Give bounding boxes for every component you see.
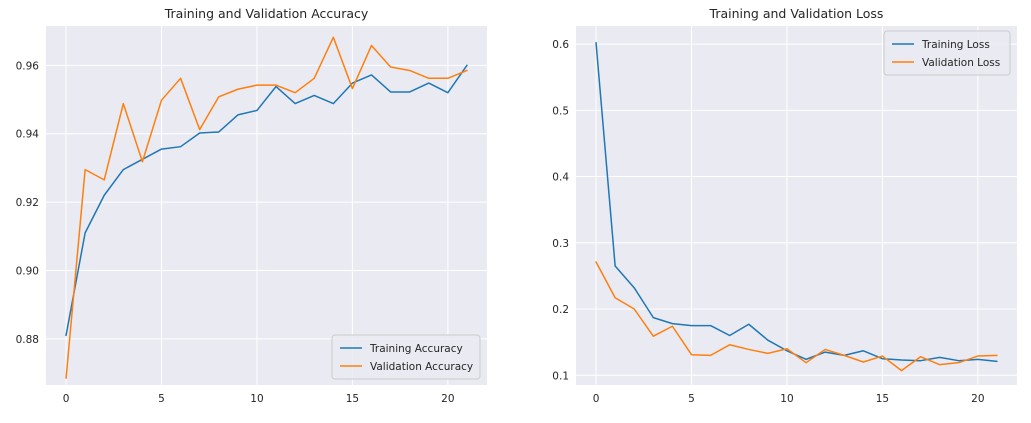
legend-label: Training Loss [921, 39, 990, 51]
legend: Training Accuracy Validation Accuracy [331, 334, 481, 380]
series-line-validation-accuracy [65, 36, 468, 379]
chart-panel-2: 0 5 10 15 20 0.1 0.2 0.3 0.4 0.5 0.6 Training and V… [552, 6, 1017, 405]
plot-area [576, 26, 1017, 385]
x-tick-label: 0 [593, 393, 600, 405]
chart-panel-1: 0 5 10 15 20 0.88 0.90 0.92 0.94 0.96 Training and… [16, 6, 487, 405]
series-line-training-accuracy [65, 64, 468, 337]
y-tick-label: 0.1 [552, 370, 569, 382]
y-tick-label: 0.5 [552, 105, 569, 117]
y-tick-label: 0.92 [16, 197, 39, 209]
x-tick-label: 10 [780, 393, 793, 405]
chart-title: Training and Validation Accuracy [164, 6, 369, 21]
y-tick-label: 0.88 [16, 334, 39, 346]
legend: Training Loss Validation Loss [883, 30, 1011, 76]
x-tick-label: 20 [971, 393, 984, 405]
x-tick-label: 15 [876, 393, 889, 405]
x-tick-label: 0 [63, 393, 70, 405]
y-tick-label: 0.3 [552, 238, 569, 250]
legend-label: Validation Loss [922, 57, 1000, 69]
x-tick-label: 10 [250, 393, 263, 405]
y-tick-label: 0.2 [552, 304, 569, 316]
y-tick-label: 0.4 [552, 172, 569, 184]
x-tick-label: 15 [346, 393, 359, 405]
series-line-validation-loss [595, 261, 998, 372]
legend-label: Training Accuracy [369, 343, 463, 355]
x-tick-label: 5 [158, 393, 165, 405]
x-tick-label: 5 [688, 393, 695, 405]
legend-box [331, 334, 481, 380]
y-tick-label: 0.96 [16, 60, 40, 72]
y-tick-label: 0.6 [552, 39, 569, 51]
plot-area [46, 26, 487, 385]
legend-label: Validation Accuracy [370, 361, 473, 373]
chart-title: Training and Validation Loss [709, 6, 884, 21]
x-tick-label: 20 [441, 393, 454, 405]
y-tick-label: 0.94 [16, 129, 40, 141]
y-tick-label: 0.90 [16, 265, 39, 277]
legend-box [883, 30, 1011, 76]
